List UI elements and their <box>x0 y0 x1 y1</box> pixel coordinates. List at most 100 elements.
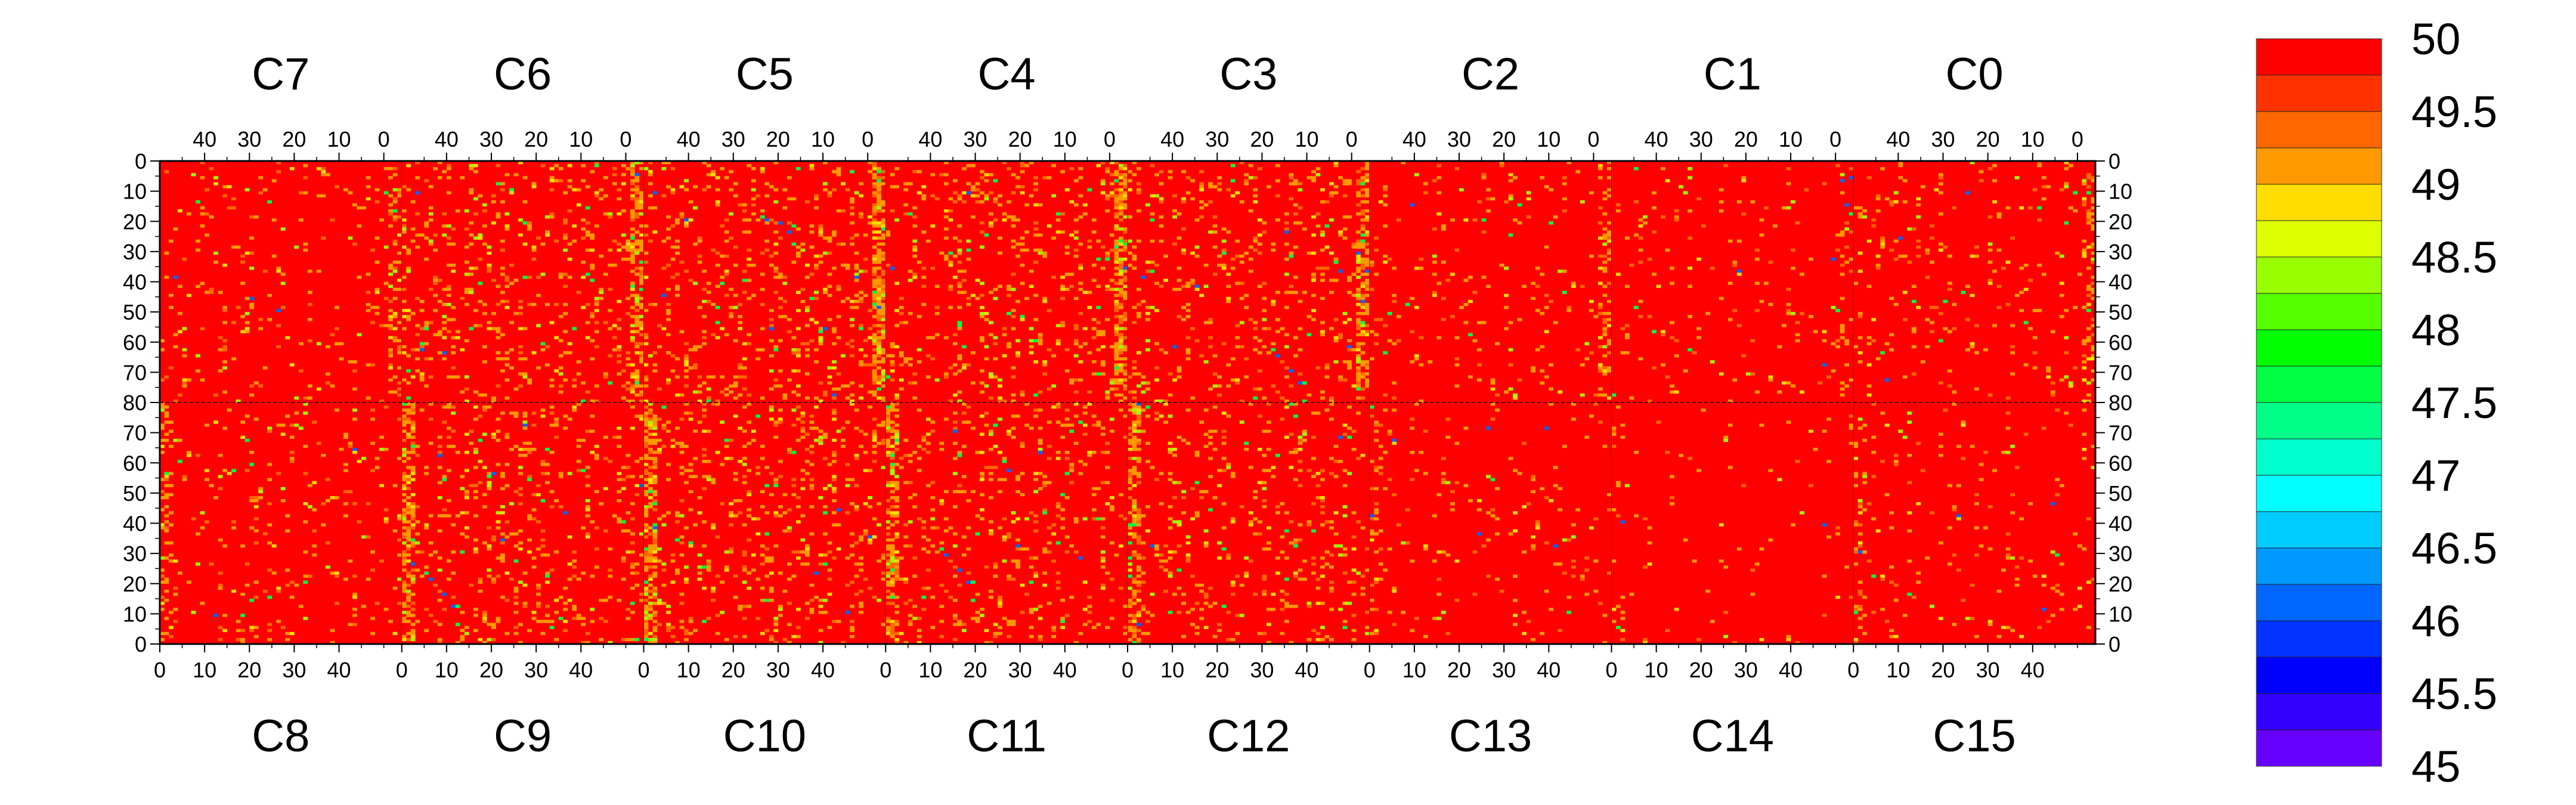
heatmap-cell <box>1293 336 1298 339</box>
heatmap-cell <box>711 170 716 174</box>
heatmap-cell <box>809 608 815 611</box>
heatmap-cell <box>1007 293 1011 298</box>
heatmap-cell <box>854 299 859 304</box>
heatmap-cell <box>643 623 649 626</box>
heatmap-cell <box>196 284 200 288</box>
heatmap-cell <box>733 514 738 518</box>
heatmap-cell <box>809 451 815 454</box>
heatmap-cell <box>415 348 420 352</box>
heatmap-cell <box>410 402 416 406</box>
heatmap-cell <box>805 354 810 358</box>
heatmap-cell <box>809 230 815 234</box>
heatmap-cell <box>1289 182 1294 185</box>
heatmap-cell <box>773 484 779 488</box>
heatmap-cell <box>859 212 863 216</box>
heatmap-cell <box>1100 161 1106 165</box>
heatmap-cell <box>478 637 483 642</box>
heatmap-cell <box>594 444 599 448</box>
heatmap-cell <box>630 270 635 273</box>
heatmap-cell <box>253 580 259 584</box>
heatmap-cell <box>500 273 505 276</box>
heatmap-cell <box>590 264 595 267</box>
heatmap-cell <box>1194 245 1200 249</box>
heatmap-cell <box>388 284 394 288</box>
heatmap-cell <box>451 306 456 309</box>
heatmap-cell <box>392 315 398 318</box>
heatmap-cell <box>307 484 312 488</box>
heatmap-cell <box>1118 194 1123 198</box>
heatmap-cell <box>1992 270 1997 273</box>
heatmap-cell <box>800 538 806 542</box>
heatmap-cell <box>1544 185 1549 188</box>
heatmap-cell <box>912 273 918 276</box>
heatmap-cell <box>366 363 371 367</box>
heatmap-cell <box>231 469 237 472</box>
heatmap-cell <box>253 541 259 545</box>
heatmap-cell <box>791 390 797 394</box>
heatmap-cell <box>1038 336 1043 339</box>
heatmap-cell <box>961 278 967 282</box>
heatmap-cell <box>1154 342 1159 346</box>
heatmap-cell <box>957 284 962 288</box>
heatmap-cell <box>684 444 689 448</box>
heatmap-cell <box>756 472 761 475</box>
heatmap-cell <box>841 354 846 358</box>
heatmap-cell <box>957 357 962 361</box>
heatmap-cell <box>738 363 743 367</box>
heatmap-cell <box>1911 299 1916 304</box>
heatmap-cell <box>630 245 635 249</box>
heatmap-cell <box>751 264 756 267</box>
heatmap-cell <box>1602 267 1608 270</box>
heatmap-cell <box>1118 351 1123 355</box>
heatmap-cell <box>594 161 599 165</box>
heatmap-cell <box>639 267 644 270</box>
heatmap-cell <box>437 330 442 333</box>
heatmap-cell <box>778 571 783 575</box>
heatmap-cell <box>1333 278 1339 282</box>
heatmap-cell <box>1616 273 1621 276</box>
heatmap-cell <box>1553 321 1558 324</box>
heatmap-cell <box>1015 176 1020 179</box>
heatmap-cell <box>706 460 711 463</box>
heatmap-cell <box>496 417 501 421</box>
heatmap-cell <box>1338 270 1343 273</box>
heatmap-cell <box>1356 396 1361 400</box>
heatmap-cell <box>276 324 281 327</box>
heatmap-cell <box>872 281 877 285</box>
heatmap-cell <box>464 469 469 472</box>
heatmap-cell <box>899 321 904 324</box>
heatmap-cell <box>1360 284 1366 288</box>
heatmap-cell <box>231 245 237 249</box>
heatmap-cell <box>1123 315 1128 318</box>
heatmap-cell <box>1002 218 1007 222</box>
heatmap-cell <box>1916 197 1921 201</box>
heatmap-cell <box>814 267 819 270</box>
heatmap-cell <box>1365 330 1370 333</box>
heatmap-cell <box>715 402 720 406</box>
heatmap-cell <box>747 605 752 608</box>
heatmap-cell <box>881 351 886 355</box>
heatmap-cell <box>778 408 783 412</box>
heatmap-cell <box>720 327 725 330</box>
heatmap-cell <box>832 438 837 442</box>
heatmap-cell <box>392 312 398 315</box>
heatmap-cell <box>679 602 685 605</box>
heatmap-cell <box>1244 182 1249 185</box>
heatmap-cell <box>1889 203 1894 207</box>
heatmap-cell <box>948 218 953 222</box>
heatmap-cell <box>948 197 953 201</box>
heatmap-cell <box>1289 290 1294 295</box>
heatmap-cell <box>675 375 680 379</box>
heatmap-cell <box>634 493 640 497</box>
heatmap-cell <box>1333 339 1339 343</box>
heatmap-cell <box>1284 221 1289 225</box>
heatmap-cell <box>1840 387 1845 391</box>
heatmap-cell <box>832 511 837 515</box>
heatmap-cell <box>1114 330 1119 333</box>
heatmap-cell <box>643 399 649 403</box>
heatmap-cell <box>1656 284 1661 288</box>
heatmap-cell <box>1844 227 1850 231</box>
heatmap-cell <box>1791 267 1795 270</box>
heatmap-cell <box>585 484 590 488</box>
heatmap-cell <box>679 466 685 469</box>
